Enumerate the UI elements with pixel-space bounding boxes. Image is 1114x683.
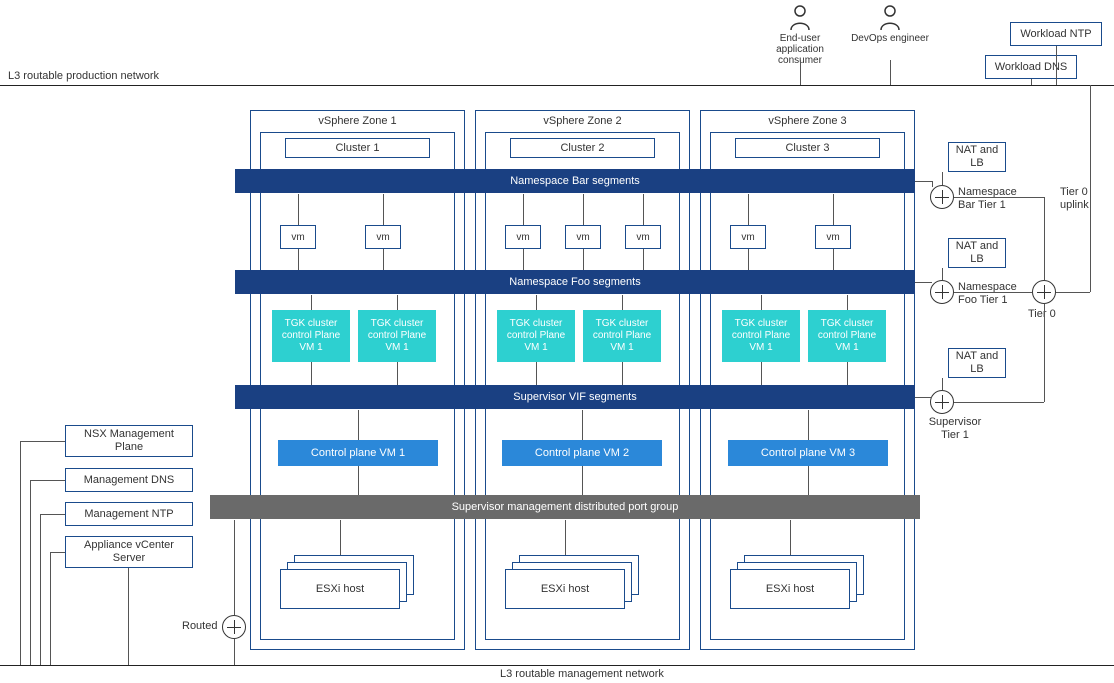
box-nat-lb-bar: NAT and LB [948,142,1006,172]
person-end-user: End-user application consumer [760,5,840,66]
label-management-network: L3 routable management network [500,668,664,680]
tgk-z3-2: TGK cluster control Plane VM 1 [808,310,886,362]
box-mgmt-dns: Management DNS [65,468,193,492]
box-nat-lb-sup: NAT and LB [948,348,1006,378]
label-tier0: Tier 0 [1028,308,1056,320]
box-workload-ntp: Workload NTP [1010,22,1102,46]
line-production-network [0,85,1114,86]
label-ns-bar-t1: Namespace Bar Tier 1 [958,186,1028,212]
vm-z2-2: vm [565,225,601,249]
segment-dpg: Supervisor management distributed port g… [210,495,920,519]
cp-vm-3: Control plane VM 3 [728,440,888,466]
line-management-network [0,665,1114,666]
cluster-1-label: Cluster 1 [285,138,430,158]
tgk-z2-1: TGK cluster control Plane VM 1 [497,310,575,362]
vm-z1-1: vm [280,225,316,249]
vm-z3-2: vm [815,225,851,249]
zone-2-title: vSphere Zone 2 [475,115,690,127]
vm-z2-3: vm [625,225,661,249]
router-sup-t1 [930,390,954,414]
box-nsx-mgmt: NSX Management Plane [65,425,193,457]
person-devops: DevOps engineer [850,5,930,44]
box-mgmt-ntp: Management NTP [65,502,193,526]
box-workload-dns: Workload DNS [985,55,1077,79]
router-tier0 [1032,280,1056,304]
box-vcenter: Appliance vCenter Server [65,536,193,568]
cp-vm-1: Control plane VM 1 [278,440,438,466]
vm-z3-1: vm [730,225,766,249]
zone-3-title: vSphere Zone 3 [700,115,915,127]
label-sup-t1: Supervisor Tier 1 [920,416,990,442]
label-production-network: L3 routable production network [8,70,159,82]
label-ns-foo-t1: Namespace Foo Tier 1 [958,281,1028,307]
vm-z1-2: vm [365,225,401,249]
box-nat-lb-foo: NAT and LB [948,238,1006,268]
segment-vif: Supervisor VIF segments [235,385,915,409]
router-ns-bar-t1 [930,185,954,209]
label-t0-uplink: Tier 0 uplink [1060,186,1110,212]
zone-1-title: vSphere Zone 1 [250,115,465,127]
cluster-3-label: Cluster 3 [735,138,880,158]
tgk-z3-1: TGK cluster control Plane VM 1 [722,310,800,362]
tgk-z1-2: TGK cluster control Plane VM 1 [358,310,436,362]
tgk-z2-2: TGK cluster control Plane VM 1 [583,310,661,362]
segment-bar: Namespace Bar segments [235,169,915,193]
segment-foo: Namespace Foo segments [235,270,915,294]
vm-z2-1: vm [505,225,541,249]
tgk-z1-1: TGK cluster control Plane VM 1 [272,310,350,362]
label-routed: Routed [182,620,217,632]
router-routed [222,615,246,639]
cluster-2-label: Cluster 2 [510,138,655,158]
cp-vm-2: Control plane VM 2 [502,440,662,466]
router-ns-foo-t1 [930,280,954,304]
